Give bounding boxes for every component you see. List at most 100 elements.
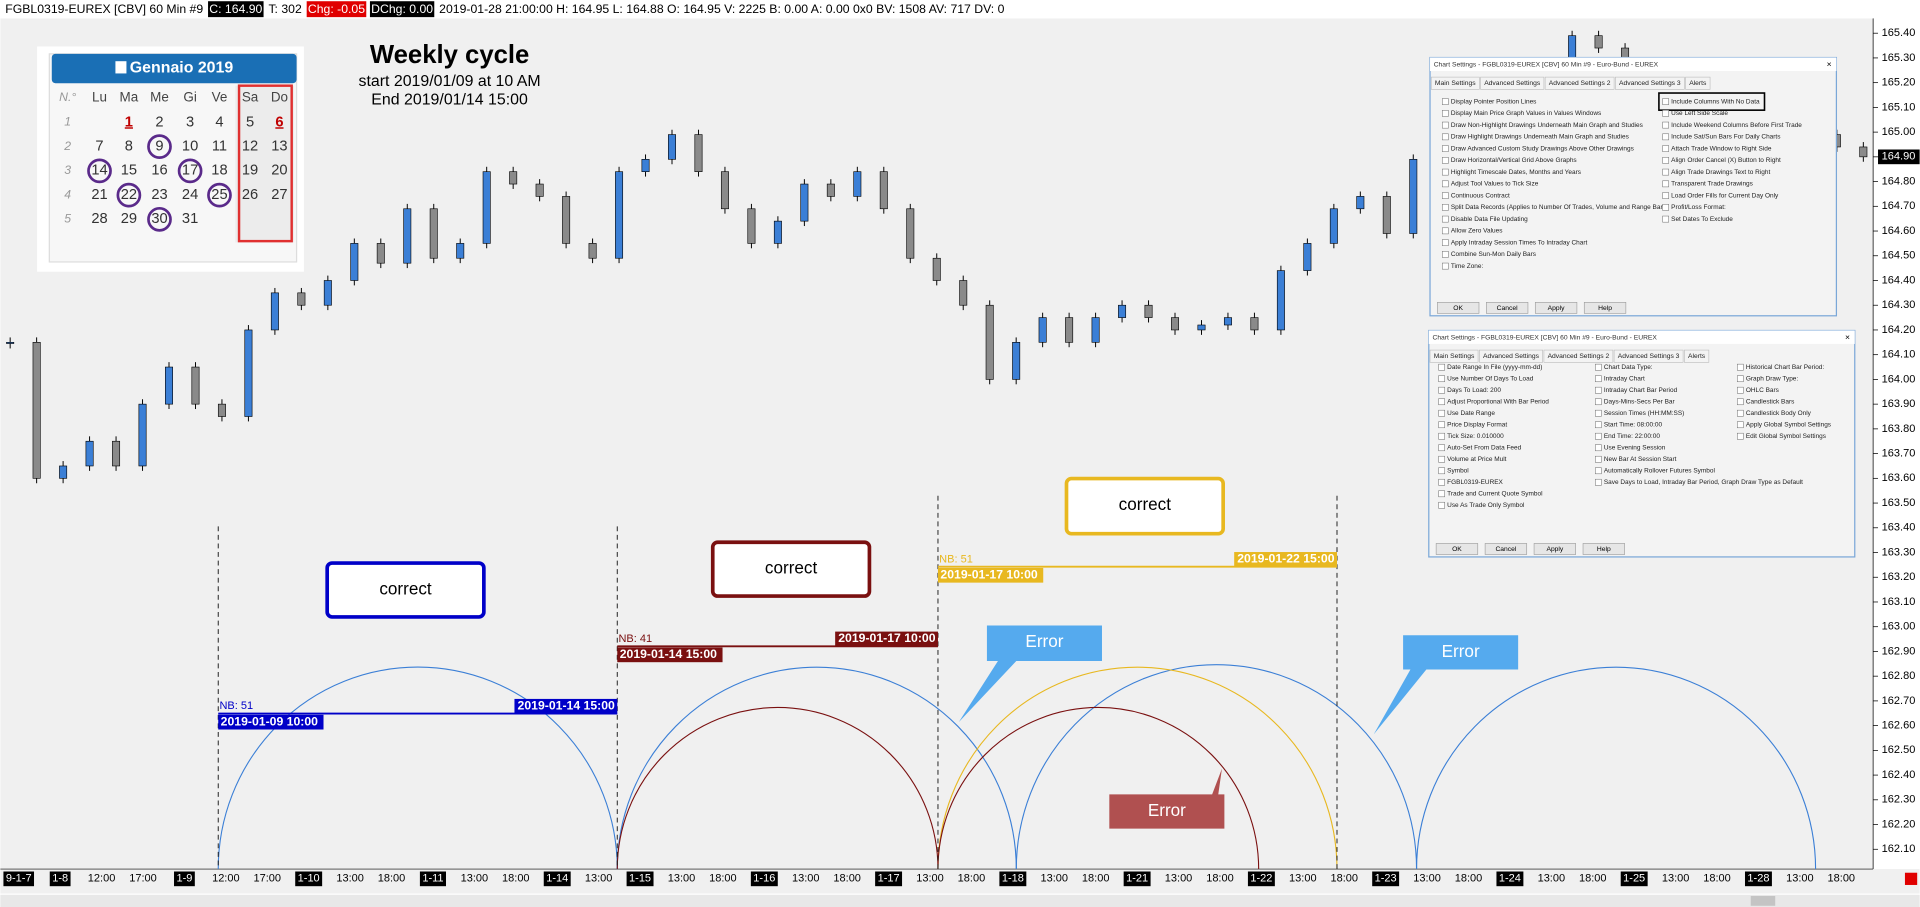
dialog-tab[interactable]: Alerts	[1689, 80, 1707, 87]
day[interactable]: 18	[211, 163, 227, 179]
day[interactable]: 22	[121, 187, 137, 203]
day[interactable]: 27	[271, 187, 287, 203]
scrollbar[interactable]	[0, 894, 1920, 907]
button[interactable]	[1486, 302, 1529, 314]
checkbox[interactable]	[1662, 98, 1669, 105]
day[interactable]: 26	[242, 187, 258, 203]
checkbox[interactable]	[1737, 409, 1744, 417]
dialog-tab[interactable]: Advanced Settings 2	[1549, 80, 1611, 87]
checkbox[interactable]	[1442, 133, 1449, 141]
day[interactable]: 30	[151, 211, 167, 227]
day[interactable]: 1	[125, 114, 133, 130]
day[interactable]: 31	[182, 211, 198, 227]
checkbox[interactable]	[1442, 145, 1449, 152]
checkbox[interactable]	[1438, 455, 1445, 463]
checkbox[interactable]	[1595, 432, 1602, 440]
day[interactable]: 20	[271, 163, 287, 179]
close-icon[interactable]: ×	[1845, 332, 1850, 342]
button[interactable]	[1435, 543, 1479, 555]
checkbox[interactable]	[1662, 168, 1669, 176]
checkbox[interactable]	[1737, 398, 1744, 406]
day[interactable]: 13	[271, 139, 287, 155]
checkbox[interactable]	[1662, 133, 1669, 141]
checkbox[interactable]	[1662, 145, 1669, 152]
day[interactable]: 9	[155, 139, 163, 155]
day[interactable]: 3	[186, 114, 194, 130]
checkbox[interactable]	[1442, 121, 1449, 129]
checkbox[interactable]	[1595, 386, 1602, 394]
button[interactable]	[1437, 302, 1480, 314]
checkbox[interactable]	[1595, 467, 1602, 475]
dialog-tab[interactable]: Advanced Settings	[1484, 80, 1541, 87]
day[interactable]: 29	[121, 211, 137, 227]
checkbox[interactable]	[1737, 421, 1744, 429]
dialog-tab[interactable]: Advanced Settings 3	[1619, 80, 1681, 87]
day[interactable]: 24	[182, 187, 198, 203]
checkbox[interactable]	[1438, 432, 1445, 440]
button-label[interactable]: Cancel	[1495, 546, 1516, 553]
checkbox[interactable]	[1438, 467, 1445, 475]
checkbox[interactable]	[1438, 421, 1445, 429]
dialog-tab[interactable]: Advanced Settings 2	[1548, 353, 1610, 360]
checkbox[interactable]	[1737, 375, 1744, 383]
day[interactable]: 21	[91, 187, 107, 203]
button[interactable]	[1484, 543, 1528, 555]
day[interactable]: 23	[151, 187, 167, 203]
day[interactable]: 4	[215, 114, 223, 130]
day[interactable]: 17	[182, 163, 198, 179]
button-label[interactable]: Cancel	[1497, 305, 1518, 312]
button-label[interactable]: Help	[1597, 546, 1611, 553]
checkbox[interactable]	[1442, 110, 1449, 117]
close-icon[interactable]: ×	[1827, 59, 1832, 69]
checkbox[interactable]	[1442, 239, 1449, 246]
checkbox[interactable]	[1438, 398, 1445, 406]
checkbox[interactable]	[1442, 180, 1449, 188]
button[interactable]	[1533, 543, 1576, 555]
day[interactable]: 16	[151, 163, 167, 179]
dialog-tab[interactable]: Main Settings	[1434, 353, 1475, 360]
checkbox[interactable]	[1442, 251, 1449, 258]
checkbox[interactable]	[1438, 478, 1445, 486]
checkbox[interactable]	[1442, 215, 1449, 223]
checkbox[interactable]	[1438, 363, 1445, 371]
checkbox[interactable]	[1662, 192, 1669, 199]
button[interactable]	[1583, 302, 1627, 314]
day[interactable]: 15	[121, 163, 137, 179]
checkbox[interactable]	[1438, 490, 1445, 498]
day[interactable]: 10	[182, 139, 198, 155]
checkbox[interactable]	[1442, 157, 1449, 164]
day[interactable]: 14	[91, 163, 107, 179]
checkbox[interactable]	[1442, 204, 1449, 211]
checkbox[interactable]	[1595, 455, 1602, 463]
checkbox[interactable]	[1662, 121, 1669, 129]
checkbox[interactable]	[1595, 421, 1602, 429]
checkbox[interactable]	[1662, 110, 1669, 117]
day[interactable]: 19	[242, 163, 258, 179]
dialog-tab[interactable]: Advanced Settings	[1483, 353, 1540, 360]
button[interactable]	[1534, 302, 1578, 314]
button-label[interactable]: Apply	[1548, 305, 1565, 312]
checkbox[interactable]	[1438, 444, 1445, 452]
dialog-tab[interactable]: Advanced Settings 3	[1618, 353, 1680, 360]
day[interactable]: 12	[242, 139, 258, 155]
scroll-thumb[interactable]	[1750, 895, 1776, 906]
checkbox[interactable]	[1737, 386, 1744, 394]
button-label[interactable]: OK	[1453, 305, 1463, 312]
checkbox[interactable]	[1595, 478, 1602, 486]
checkbox[interactable]	[1595, 409, 1602, 417]
day[interactable]: 28	[91, 211, 107, 227]
checkbox[interactable]	[1438, 375, 1445, 383]
checkbox[interactable]	[1438, 501, 1445, 509]
day[interactable]: 7	[95, 139, 103, 155]
dialog-tab[interactable]: Main Settings	[1435, 80, 1476, 87]
checkbox[interactable]	[1595, 444, 1602, 452]
day[interactable]: 25	[211, 187, 227, 203]
button-label[interactable]: Apply	[1546, 546, 1563, 553]
checkbox[interactable]	[1442, 262, 1449, 270]
day[interactable]: 11	[212, 139, 227, 155]
checkbox[interactable]	[1595, 363, 1602, 371]
dialog-tab[interactable]: Alerts	[1688, 353, 1706, 360]
checkbox[interactable]	[1662, 180, 1669, 188]
checkbox[interactable]	[1442, 98, 1449, 105]
checkbox[interactable]	[1442, 227, 1449, 235]
